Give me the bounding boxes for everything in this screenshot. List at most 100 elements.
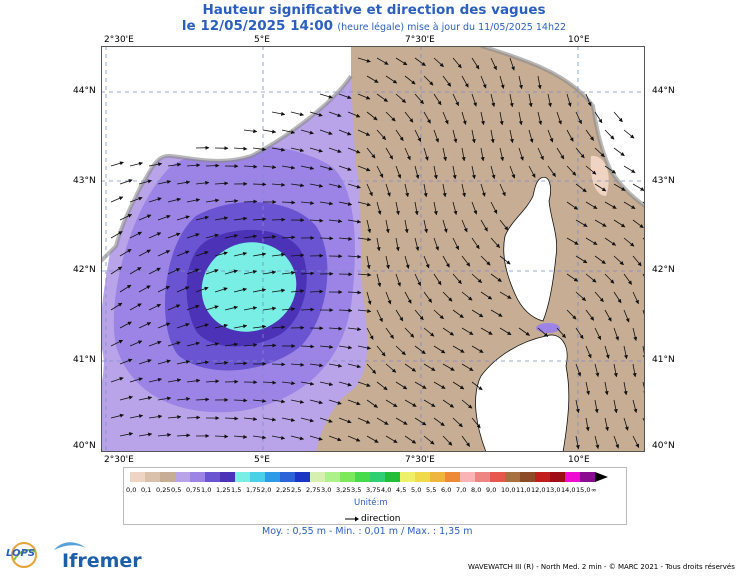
wave-direction-arrow [281,200,296,205]
scale-swatch [520,472,536,482]
lat-label-left-4: 41°N [73,355,96,365]
wave-direction-arrow [281,417,296,422]
wave-direction-arrow [433,381,446,389]
wave-direction-arrow [214,323,228,329]
lat-label-left-1: 44°N [73,86,96,96]
wave-direction-arrow [623,201,636,210]
wave-direction-arrow [566,201,579,210]
wave-direction-arrow [433,345,446,354]
wave-direction-arrow [300,129,314,135]
wave-direction-arrow [566,129,574,142]
wave-direction-arrow [480,219,488,232]
scale-end-arrow [595,472,608,482]
wave-direction-arrow [271,147,286,152]
wave-direction-arrow [594,219,607,227]
wave-direction-arrow [423,399,436,408]
wave-direction-arrow [376,93,388,102]
wave-direction-arrow [233,216,248,221]
scale-swatch [265,472,281,482]
wave-direction-arrow [585,273,597,283]
wave-direction-arrow [461,147,466,162]
scale-swatch [400,472,416,482]
wave-direction-arrow [480,147,485,162]
wave-direction-arrow [547,129,554,143]
wave-direction-arrow [252,324,267,329]
scale-label: ∞ [591,486,597,494]
wave-direction-arrow [471,309,484,318]
wave-direction-arrow [319,201,334,206]
wave-direction-arrow [423,255,430,269]
wave-direction-arrow [537,147,544,161]
wave-direction-arrow [471,273,482,283]
wave-direction-arrow [404,435,417,444]
wave-direction-arrow [328,363,343,368]
wave-direction-arrow [490,237,500,248]
wave-direction-arrow [243,199,258,204]
graticule [101,46,645,452]
wave-direction-arrow [613,147,625,157]
direction-label: direction [361,514,401,524]
wave-direction-arrow [357,129,371,136]
wave-direction-arrow [357,345,372,350]
wave-direction-arrow [376,237,381,252]
wave-direction-arrow [442,183,447,198]
wave-direction-arrow [442,363,455,371]
wave-direction-arrow [252,217,267,222]
wave-direction-arrow [357,417,371,424]
wave-direction-arrow [585,417,590,432]
wave-direction-arrow [452,201,458,215]
scale-swatch [130,472,146,482]
wave-direction-arrow [347,183,361,189]
scale-swatch [550,472,566,482]
wave-direction-arrow [138,432,153,437]
wave-direction-arrow [138,179,152,185]
wave-direction-arrow [119,358,133,365]
scale-label: 4,5 [396,486,407,494]
wave-direction-arrow [404,183,410,198]
scale-label: 3,25 [336,486,351,494]
wave-direction-arrow [119,395,133,401]
wave-direction-arrow [471,417,481,429]
wave-direction-arrow [214,434,229,439]
wave-direction-arrow [138,322,152,329]
wave-direction-arrow [433,273,442,286]
wave-direction-arrow [414,201,419,216]
wave-direction-arrow [385,291,392,305]
wave-direction-arrow [575,291,586,301]
scale-swatch [505,472,521,482]
scale-swatch [580,472,596,482]
scale-swatch [415,472,431,482]
wave-direction-arrow [119,432,134,437]
lat-label-left-3: 42°N [73,265,96,275]
wave-direction-arrow [623,237,635,247]
wave-direction-arrow [385,435,398,444]
wave-direction-arrow [300,165,315,170]
wave-direction-arrow [395,165,402,179]
wave-direction-arrow [423,111,431,124]
wave-direction-arrow [205,198,220,203]
wave-direction-arrow [461,183,466,198]
wave-direction-arrow [319,93,333,99]
wave-direction-arrow [585,129,595,141]
wave-direction-arrow [385,219,390,234]
wave-direction-arrow [632,183,645,191]
wave-direction-arrow [176,360,191,365]
wave-direction-arrow [300,344,315,349]
wave-direction-arrow [376,345,386,357]
wave-direction-arrow [556,327,566,338]
scale-swatch [190,472,206,482]
wave-direction-arrow [613,363,618,378]
wave-direction-arrow [414,165,420,179]
wave-direction-arrow [328,183,342,189]
wave-direction-arrow [357,381,371,387]
scale-label: 3,5 [351,486,362,494]
wave-direction-arrow [509,57,515,71]
lon-label-top-2: 5°E [254,35,270,45]
wave-direction-arrow [623,309,630,323]
wave-direction-arrow [623,381,628,396]
lat-label-right-2: 43°N [652,176,675,186]
wave-direction-arrow [452,273,462,285]
wave-direction-arrow [252,252,267,257]
scale-swatch [385,472,401,482]
wave-direction-arrow [281,270,296,275]
